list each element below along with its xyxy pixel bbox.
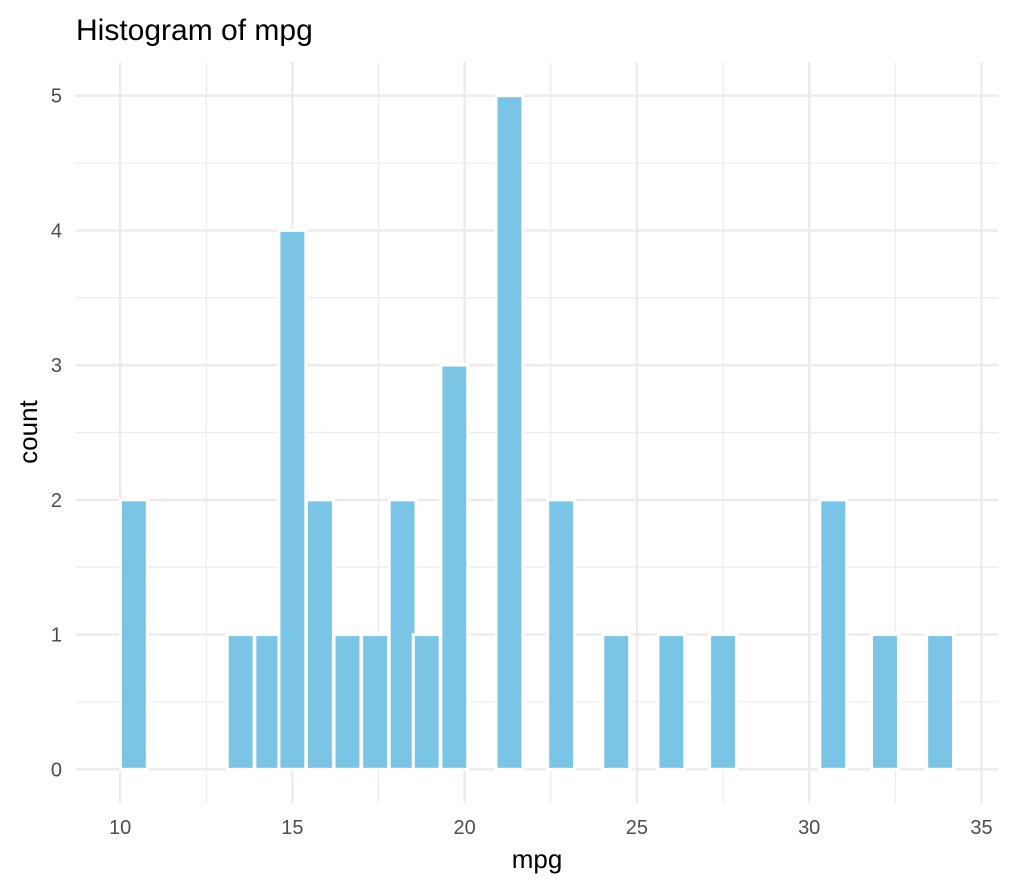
x-tick-label: 10 [109,817,131,839]
y-tick-label: 5 [51,86,62,108]
histogram-bar [546,498,577,771]
histogram-bar [439,363,470,771]
y-axis-ticks: 0 1 2 3 4 5 [51,86,62,782]
histogram-bar [656,633,687,771]
x-axis-title: mpg [512,844,563,874]
histogram-bar [305,498,335,771]
histogram-bar [601,633,632,771]
histogram-bar [411,633,442,771]
histogram-bar [387,498,418,771]
x-tick-label: 20 [454,817,476,839]
y-tick-label: 1 [51,625,62,647]
x-tick-label: 30 [798,817,820,839]
x-tick-label: 35 [970,817,992,839]
grid-lines [76,62,998,803]
histogram-bar [360,633,391,771]
histogram-bars [118,94,956,771]
histogram-bar [253,633,284,771]
histogram-bar [708,633,738,771]
histogram-bar [925,633,956,771]
histogram-bar [332,633,363,771]
x-axis-ticks: 10 15 20 25 30 35 [109,817,993,839]
y-axis-title: count [13,399,43,463]
histogram-bar [118,498,149,771]
y-tick-label: 3 [51,355,62,377]
histogram-bar [870,633,900,771]
chart-title: Histogram of mpg [76,14,313,47]
y-tick-label: 0 [51,759,62,781]
histogram-bar [818,498,849,771]
x-tick-label: 15 [281,817,303,839]
y-tick-label: 2 [51,490,62,512]
y-tick-label: 4 [51,220,62,242]
histogram-bar [494,94,525,771]
histogram-bar [225,633,256,771]
histogram-bar [277,228,308,771]
x-tick-label: 25 [626,817,648,839]
